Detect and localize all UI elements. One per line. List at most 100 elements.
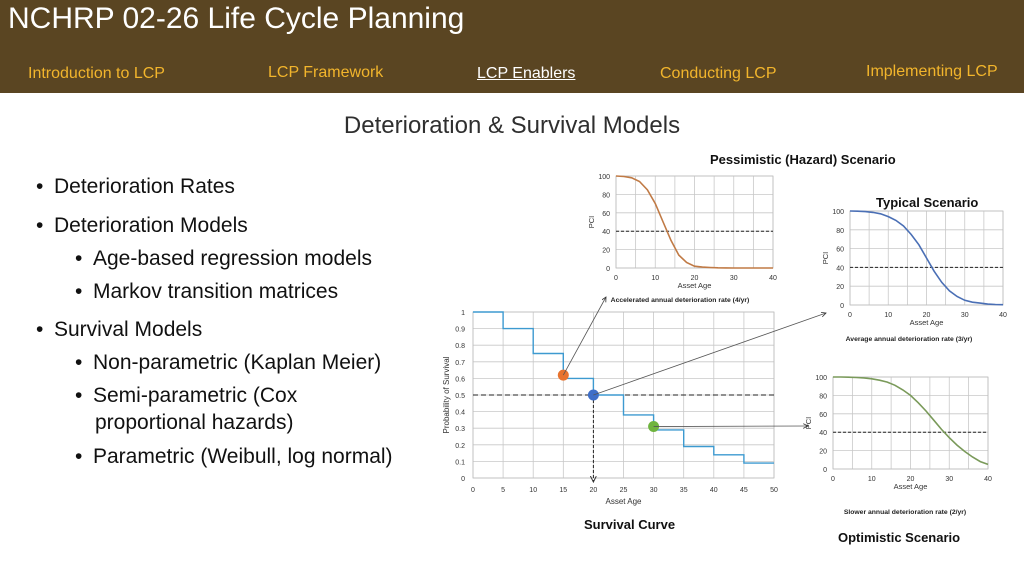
chart-caption: Accelerated annual deterioration rate (4… [611, 297, 750, 304]
y-tick-label: 100 [815, 375, 827, 382]
nav-enablers[interactable]: LCP Enablers [477, 65, 576, 82]
pessimistic-arrow [562, 297, 606, 376]
chart-caption: Average annual deterioration rate (3/yr) [846, 336, 973, 343]
optimistic-chart: 0 20 40 60 80 100 0 10 20 30 40 Asset Age PCI Slower … [804, 375, 992, 516]
bullet-item: • Deterioration Models [36, 214, 248, 237]
x-tick-label: 10 [884, 312, 892, 319]
plot-frame [615, 175, 774, 269]
y-tick-label: 0.5 [455, 393, 465, 400]
bullet-subitem: • Parametric (Weibull, log normal) [75, 445, 393, 468]
x-tick-label: 10 [868, 476, 876, 483]
optimistic-title: Optimistic Scenario [838, 530, 961, 545]
pessimistic-title: Pessimistic (Hazard) Scenario [710, 152, 896, 167]
y-tick-label: 100 [598, 174, 610, 181]
typical-arrow [593, 313, 826, 396]
x-tick-label: 30 [945, 476, 953, 483]
y-tick-label: 80 [836, 228, 844, 235]
y-tick-label: 0.9 [455, 327, 465, 334]
survival-title: Survival Curve [584, 517, 676, 532]
y-tick-label: 40 [836, 265, 844, 272]
bullet-subitem: • Markov transition matrices [75, 280, 339, 303]
x-tick-label: 0 [848, 312, 852, 319]
x-tick-label: 10 [651, 275, 659, 282]
y-tick-label: 80 [602, 192, 610, 199]
scenario-arrows [562, 297, 826, 427]
x-tick-label: 40 [710, 487, 718, 494]
bullet-subitem-continuation: proportional hazards) [95, 411, 294, 434]
pessimistic-point [557, 369, 569, 381]
y-tick-label: 0 [461, 476, 465, 483]
y-tick-label: 60 [836, 247, 844, 254]
y-tick-label: 0 [606, 266, 610, 273]
y-tick-label: 20 [819, 449, 827, 456]
x-tick-label: 10 [529, 487, 537, 494]
title-bar: NCHRP 02-26 Life Cycle Planning Introduc… [0, 0, 1024, 93]
y-tick-label: 0 [840, 303, 844, 310]
deterioration-curve [849, 210, 1004, 306]
plot-frame [849, 210, 1004, 306]
y-tick-label: 0.3 [455, 426, 465, 433]
y-tick-label: 0.7 [455, 360, 465, 367]
optimistic-arrow [653, 426, 808, 427]
nav-conducting[interactable]: Conducting LCP [660, 65, 777, 82]
x-tick-label: 30 [730, 275, 738, 282]
x-tick-label: 0 [614, 275, 618, 282]
y-tick-label: 0.6 [455, 376, 465, 383]
y-axis-label: PCI [821, 252, 830, 265]
y-tick-label: 0.4 [455, 410, 465, 417]
plot-frame [832, 376, 989, 470]
x-tick-label: 20 [691, 275, 699, 282]
bullet-subitem: • Non-parametric (Kaplan Meier) [75, 351, 382, 374]
y-axis-label: PCI [804, 417, 813, 430]
x-tick-label: 15 [559, 487, 567, 494]
x-tick-label: 30 [650, 487, 658, 494]
y-tick-label: 1 [461, 310, 465, 317]
y-tick-label: 20 [602, 248, 610, 255]
y-tick-label: 0.1 [455, 459, 465, 466]
x-tick-label: 45 [740, 487, 748, 494]
x-axis-label: Asset Age [910, 318, 944, 327]
bullet-subitem: • Age-based regression models [75, 247, 372, 270]
deterioration-curve [833, 376, 989, 466]
y-axis-label: Probability of Survival [442, 356, 451, 433]
typical-point [587, 389, 599, 401]
y-tick-label: 60 [602, 211, 610, 218]
y-tick-label: 0 [823, 467, 827, 474]
slide-title: Deterioration & Survival Models [343, 112, 681, 139]
x-tick-label: 35 [680, 487, 688, 494]
y-tick-label: 40 [819, 430, 827, 437]
typical-chart: 0 20 40 60 80 100 0 10 20 30 40 Asset Age PCI Average… [821, 209, 1007, 343]
plot-frame [472, 311, 775, 479]
optimistic-point [648, 421, 660, 433]
bullet-item: • Deterioration Rates [36, 175, 235, 198]
y-tick-label: 40 [602, 229, 610, 236]
x-tick-label: 20 [590, 487, 598, 494]
x-tick-label: 20 [923, 312, 931, 319]
deterioration-curve [615, 175, 773, 269]
x-tick-label: 40 [984, 476, 992, 483]
x-axis-label: Asset Age [894, 482, 928, 491]
y-tick-label: 80 [819, 393, 827, 400]
nav-implementing[interactable]: Implementing LCP [866, 63, 998, 80]
x-tick-label: 0 [831, 476, 835, 483]
x-tick-label: 40 [769, 275, 777, 282]
x-axis-label: Asset Age [678, 281, 712, 290]
x-tick-label: 50 [770, 487, 778, 494]
y-tick-label: 100 [832, 209, 844, 216]
y-tick-label: 0.8 [455, 343, 465, 350]
y-tick-label: 0.2 [455, 443, 465, 450]
x-tick-label: 5 [501, 487, 505, 494]
x-tick-label: 0 [471, 487, 475, 494]
x-tick-label: 40 [999, 312, 1007, 319]
y-tick-label: 20 [836, 284, 844, 291]
bullet-item: • Survival Models [36, 318, 203, 341]
nav-framework[interactable]: LCP Framework [268, 64, 384, 81]
y-axis-label: PCI [587, 216, 596, 229]
typical-title: Typical Scenario [876, 195, 979, 210]
survival-step-line [473, 311, 774, 464]
x-tick-label: 20 [907, 476, 915, 483]
x-tick-label: 25 [620, 487, 628, 494]
chart-caption: Slower annual deterioration rate (2/yr) [844, 509, 966, 516]
nav-introduction[interactable]: Introduction to LCP [28, 65, 165, 82]
y-tick-label: 60 [819, 412, 827, 419]
